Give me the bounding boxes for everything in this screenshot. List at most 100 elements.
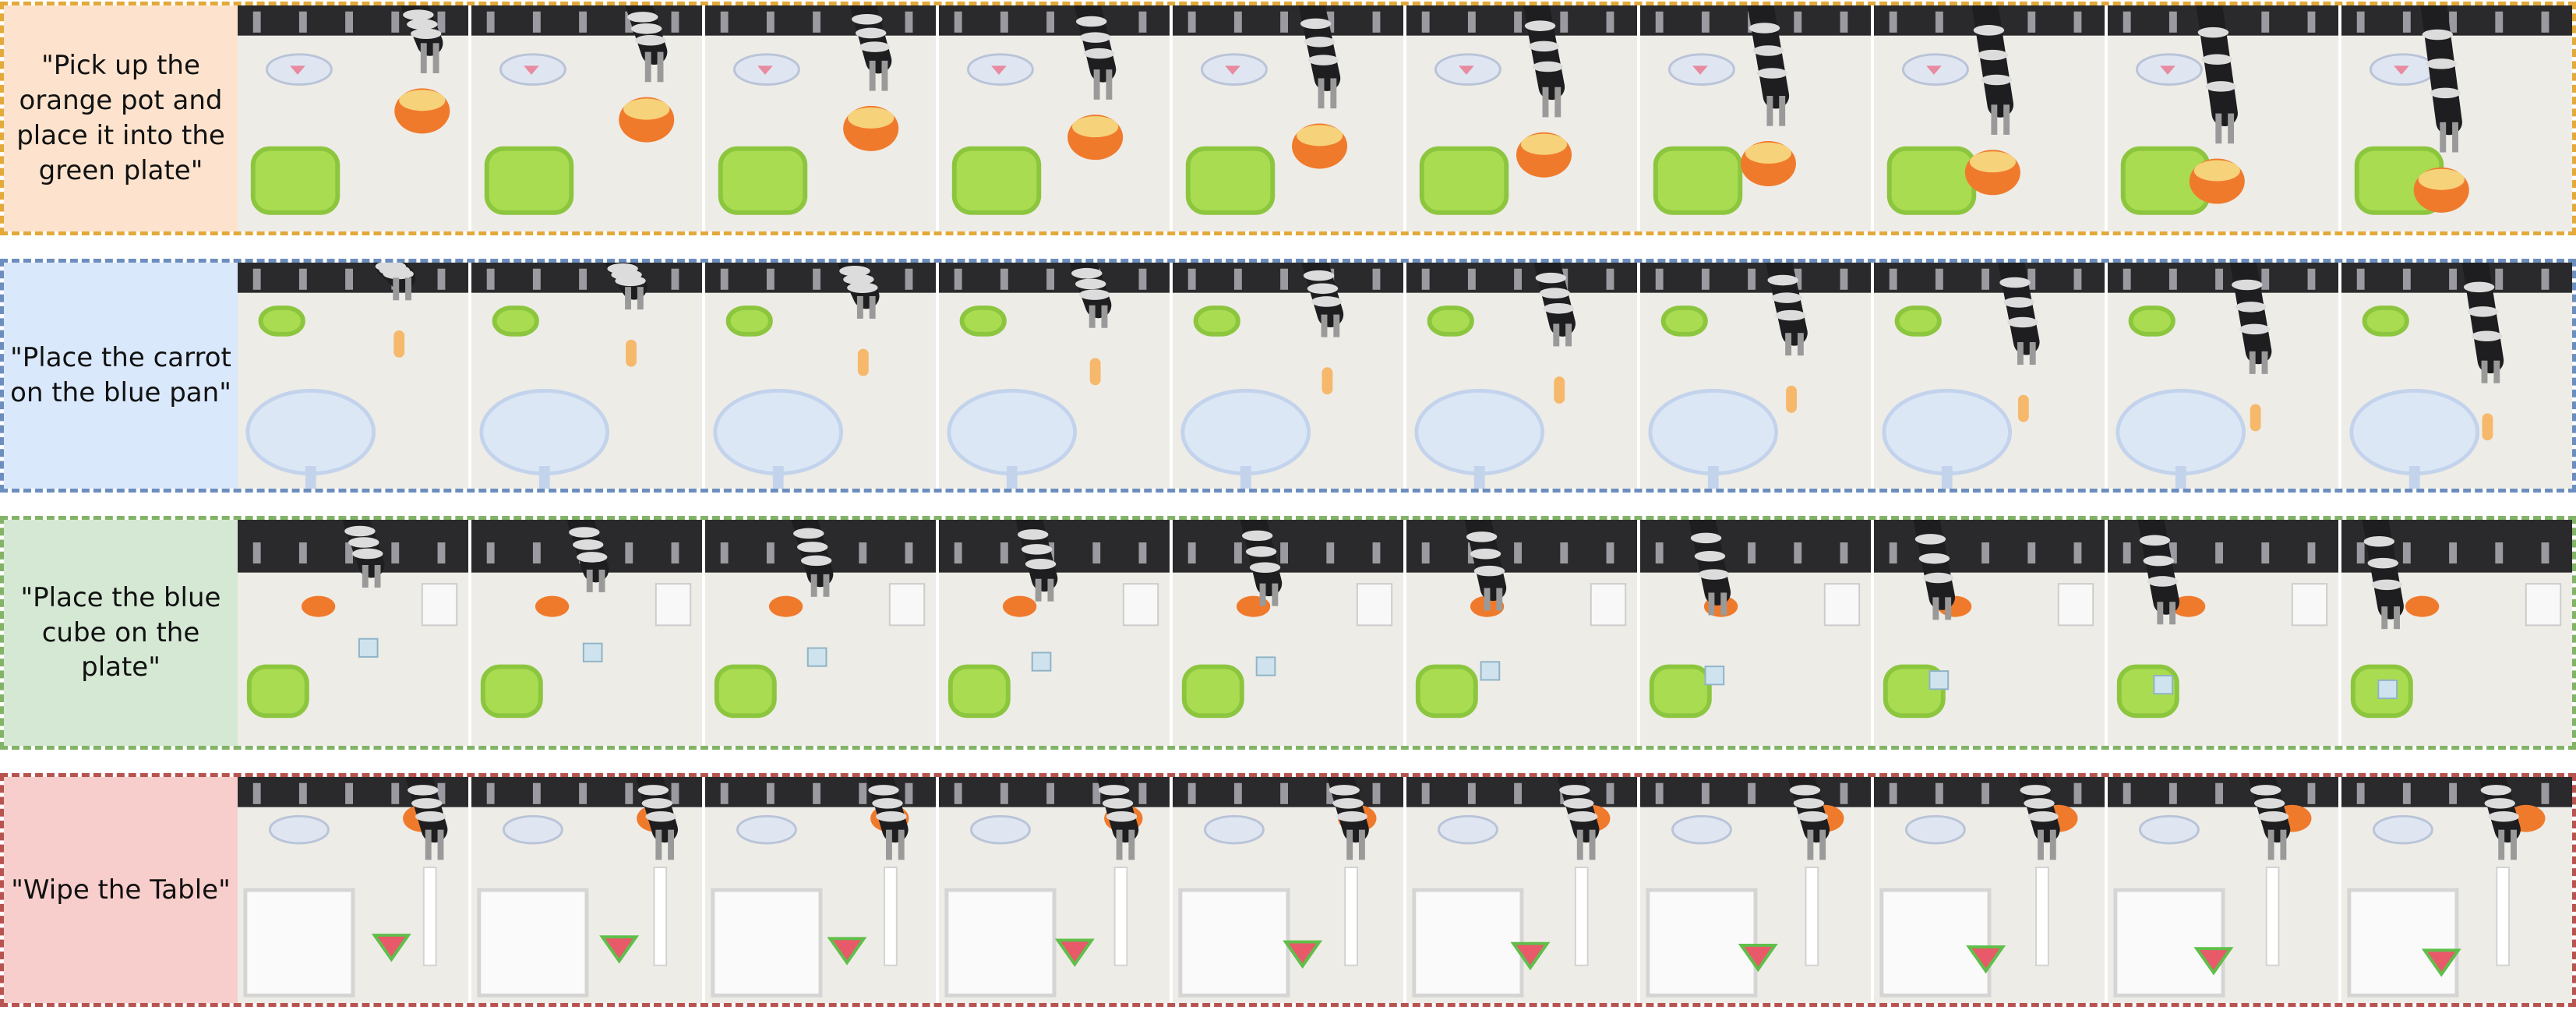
- task-row-pick-pot: "Pick up the orange pot and place it int…: [0, 2, 2576, 235]
- frame-strip: [238, 777, 2572, 1003]
- robot-arm: [1096, 777, 1139, 860]
- frame-2: [471, 520, 702, 746]
- dustpan: [2057, 583, 2094, 627]
- robot-arm: [1533, 263, 1576, 347]
- pot-opening: [1520, 133, 1568, 155]
- pan-handle: [1240, 466, 1251, 489]
- blue-pan: [2372, 814, 2433, 845]
- watermelon-toy: [1054, 938, 1095, 967]
- robot-arm: [636, 777, 678, 860]
- watermelon-slice: [2160, 65, 2175, 75]
- dustpan: [1646, 888, 1758, 998]
- robot-arm: [1747, 5, 1790, 126]
- robot-arm: [2362, 520, 2404, 630]
- watermelon-slice: [1225, 65, 1240, 75]
- robot-arm: [1240, 520, 1283, 606]
- blue-pan: [736, 814, 797, 845]
- dustpan: [2291, 583, 2328, 627]
- blue-pan: [245, 388, 376, 476]
- broom: [1574, 867, 1589, 966]
- frame-6: [1406, 520, 1637, 746]
- frame-6: [1406, 263, 1637, 489]
- watermelon-slice: [524, 65, 539, 75]
- blue-pan: [479, 388, 610, 476]
- green-plate: [1419, 146, 1509, 215]
- frame-9: [2108, 520, 2338, 746]
- frame-7: [1640, 777, 1871, 1003]
- carrot: [393, 330, 405, 358]
- green-plate: [718, 146, 808, 215]
- broom: [2265, 867, 2280, 966]
- orange-pot: [535, 595, 570, 617]
- frame-9: [2108, 5, 2338, 231]
- orange-pot: [1002, 595, 1037, 617]
- blue-pan: [1648, 388, 1779, 476]
- robot-arm: [567, 520, 609, 592]
- frame-1: [238, 263, 468, 489]
- orange-pot: [2171, 595, 2206, 617]
- watermelon-toy: [2421, 948, 2461, 977]
- frame-1: [238, 520, 468, 746]
- blue-pan: [1437, 814, 1498, 845]
- pan-handle: [305, 466, 316, 489]
- green-plate: [1415, 664, 1478, 719]
- frame-8: [1874, 777, 2105, 1003]
- carrot: [2482, 413, 2493, 441]
- frame-10: [2341, 777, 2572, 1003]
- watermelon-toy: [2193, 947, 2234, 976]
- blue-cube: [358, 637, 379, 658]
- green-plate: [714, 664, 777, 719]
- watermelon-slice: [2394, 65, 2409, 75]
- carrot: [2250, 404, 2261, 432]
- broom: [422, 867, 437, 966]
- robot-arm: [838, 263, 880, 319]
- dustpan: [421, 583, 458, 627]
- pan-handle: [772, 466, 784, 489]
- watermelon-toy: [1966, 945, 2006, 974]
- watermelon-toy: [371, 934, 411, 962]
- robot-arm: [1327, 777, 1369, 860]
- robot-arm: [343, 520, 385, 588]
- blue-pan: [1904, 814, 1966, 845]
- frame-strip: [238, 5, 2572, 231]
- orange-pot: [301, 595, 336, 617]
- instruction-label: "Place the carrot on the blue pan": [4, 263, 238, 489]
- robot-arm: [2018, 777, 2060, 860]
- frame-4: [939, 263, 1170, 489]
- dustpan: [1412, 888, 1524, 998]
- frame-10: [2341, 5, 2572, 231]
- robot-arm: [2461, 263, 2504, 383]
- watermelon-toy: [1738, 943, 1778, 973]
- robot-arm: [1298, 5, 1341, 109]
- frame-8: [1874, 5, 2105, 231]
- blue-cube: [806, 647, 827, 667]
- green-plate: [246, 664, 309, 719]
- blue-cube: [1031, 652, 1052, 672]
- watermelon-toy: [1283, 940, 1323, 969]
- green-plate: [1653, 146, 1743, 215]
- blue-cube: [1255, 656, 1276, 676]
- blue-pan: [2349, 388, 2480, 476]
- orange-pot: [2405, 595, 2440, 617]
- frame-10: [2341, 263, 2572, 489]
- green-plate: [1649, 664, 1712, 719]
- task-row-place-carrot: "Place the carrot on the blue pan": [0, 259, 2576, 493]
- green-plate: [1883, 664, 1946, 719]
- green-plate: [951, 146, 1042, 215]
- blue-pan: [1180, 388, 1311, 476]
- blue-pan: [1414, 388, 1545, 476]
- frame-4: [939, 5, 1170, 231]
- dustpan: [655, 583, 692, 627]
- pot-opening: [1072, 116, 1119, 138]
- blue-pan: [947, 388, 1078, 476]
- frame-3: [705, 520, 936, 746]
- green-plate: [947, 664, 1011, 719]
- pot-opening: [2418, 168, 2465, 190]
- green-plate: [1427, 305, 1474, 337]
- robot-arm: [2196, 5, 2238, 144]
- blue-cube: [2153, 675, 2174, 695]
- pan-handle: [1941, 466, 1953, 489]
- blue-pan: [2115, 388, 2246, 476]
- dustpan: [1823, 583, 1861, 627]
- green-plate: [959, 305, 1007, 337]
